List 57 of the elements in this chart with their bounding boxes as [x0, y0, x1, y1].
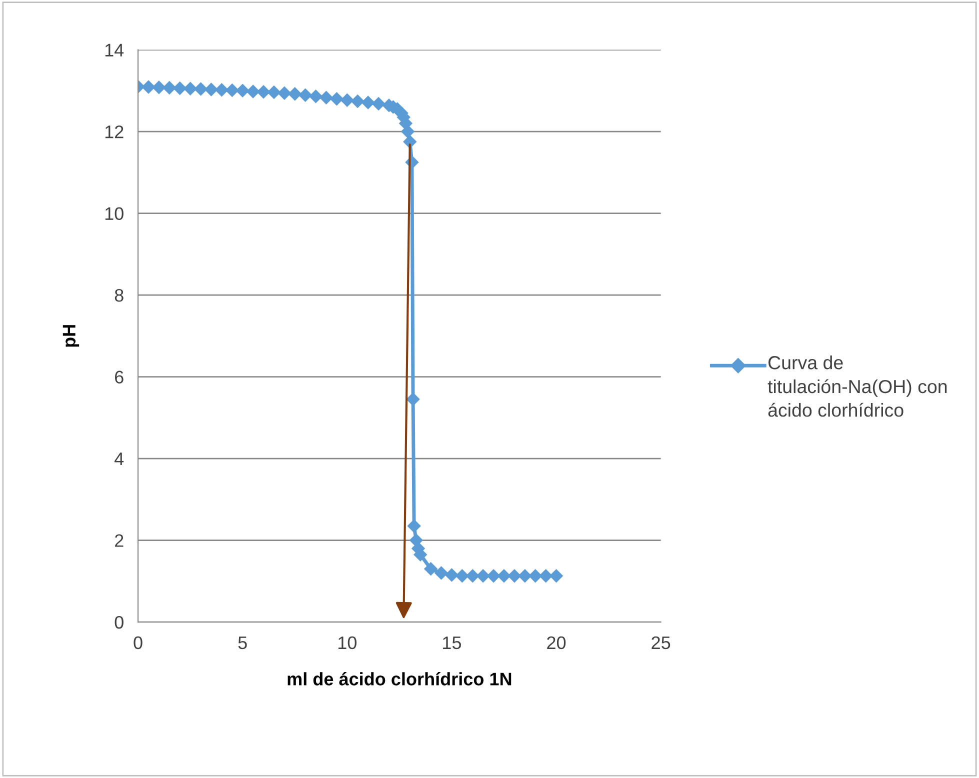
point — [184, 82, 197, 96]
point — [466, 569, 480, 582]
y-tick-label: 8 — [114, 288, 124, 302]
point — [476, 569, 490, 582]
point — [406, 392, 420, 406]
point — [152, 80, 166, 94]
y-tick-label: 12 — [105, 125, 124, 138]
point — [445, 568, 458, 582]
point — [236, 84, 250, 98]
point — [528, 569, 542, 582]
point — [246, 84, 260, 98]
point — [407, 519, 421, 533]
x-tick-label: 10 — [338, 636, 356, 650]
point — [403, 135, 416, 148]
x-tick-label: 5 — [238, 636, 247, 650]
y-tick-label: 6 — [115, 370, 124, 384]
point — [204, 82, 218, 96]
point — [372, 97, 386, 110]
point — [497, 569, 511, 582]
point — [309, 90, 322, 103]
point — [351, 94, 364, 108]
point — [340, 93, 354, 107]
point — [320, 91, 333, 104]
point — [456, 569, 469, 582]
y-tick-label: 14 — [105, 44, 124, 56]
x-axis-title: ml de ácido clorhídrico 1N — [288, 672, 512, 686]
point — [330, 92, 344, 106]
point — [162, 81, 176, 94]
y-tick-label: 0 — [114, 616, 124, 629]
point — [539, 569, 552, 582]
point — [298, 88, 312, 102]
y-tick-label: 10 — [105, 207, 124, 220]
point — [434, 566, 448, 580]
point — [267, 86, 281, 99]
point — [550, 569, 563, 582]
x-tick-label: 0 — [134, 636, 142, 650]
y-tick-label: 4 — [114, 452, 124, 466]
point — [142, 80, 156, 94]
point — [256, 85, 270, 98]
point — [361, 96, 375, 110]
point — [401, 124, 414, 138]
y-axis-title: pH — [62, 325, 80, 347]
point — [518, 569, 532, 582]
point — [173, 82, 186, 95]
point — [215, 83, 228, 96]
point — [194, 82, 208, 96]
legend-label: Curva de titulación-Na(OH) con ácido clorhídrico — [768, 356, 947, 417]
x-tick-label: 15 — [443, 636, 461, 650]
x-tick-label: 25 — [652, 636, 670, 650]
point — [226, 84, 239, 97]
point — [288, 87, 302, 101]
point — [508, 569, 522, 582]
x-tick-label: 20 — [547, 636, 566, 650]
point — [424, 562, 438, 576]
point — [278, 86, 292, 100]
y-tick-label: 2 — [115, 534, 124, 547]
point — [486, 569, 500, 582]
